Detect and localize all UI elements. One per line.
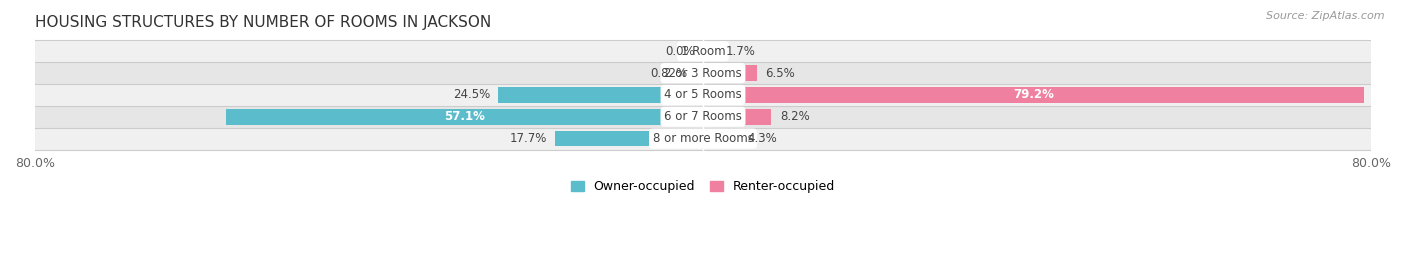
Bar [226,109,703,125]
Bar [35,62,1371,84]
Text: 8 or more Rooms: 8 or more Rooms [652,132,754,145]
Text: 79.2%: 79.2% [1014,89,1054,101]
Bar [703,109,772,125]
Text: 8.2%: 8.2% [780,110,810,123]
Bar [703,131,740,147]
Bar [35,128,1371,150]
Text: 0.82%: 0.82% [651,66,688,80]
Text: 2 or 3 Rooms: 2 or 3 Rooms [664,66,742,80]
Legend: Owner-occupied, Renter-occupied: Owner-occupied, Renter-occupied [571,180,835,193]
Text: 1 Room: 1 Room [681,45,725,58]
Text: 57.1%: 57.1% [444,110,485,123]
Bar [35,40,1371,62]
Bar [703,43,717,59]
Text: 4 or 5 Rooms: 4 or 5 Rooms [664,89,742,101]
Text: 0.0%: 0.0% [665,45,695,58]
Text: 4.3%: 4.3% [747,132,778,145]
Text: 6 or 7 Rooms: 6 or 7 Rooms [664,110,742,123]
Bar [696,65,703,81]
Bar [498,87,703,103]
Text: 24.5%: 24.5% [453,89,491,101]
Bar [555,131,703,147]
Text: HOUSING STRUCTURES BY NUMBER OF ROOMS IN JACKSON: HOUSING STRUCTURES BY NUMBER OF ROOMS IN… [35,15,491,30]
Bar [703,65,758,81]
Bar [703,87,1364,103]
Bar [35,106,1371,128]
Text: Source: ZipAtlas.com: Source: ZipAtlas.com [1267,11,1385,21]
Bar [35,84,1371,106]
Text: 6.5%: 6.5% [766,66,796,80]
Text: 17.7%: 17.7% [509,132,547,145]
Text: 1.7%: 1.7% [725,45,755,58]
